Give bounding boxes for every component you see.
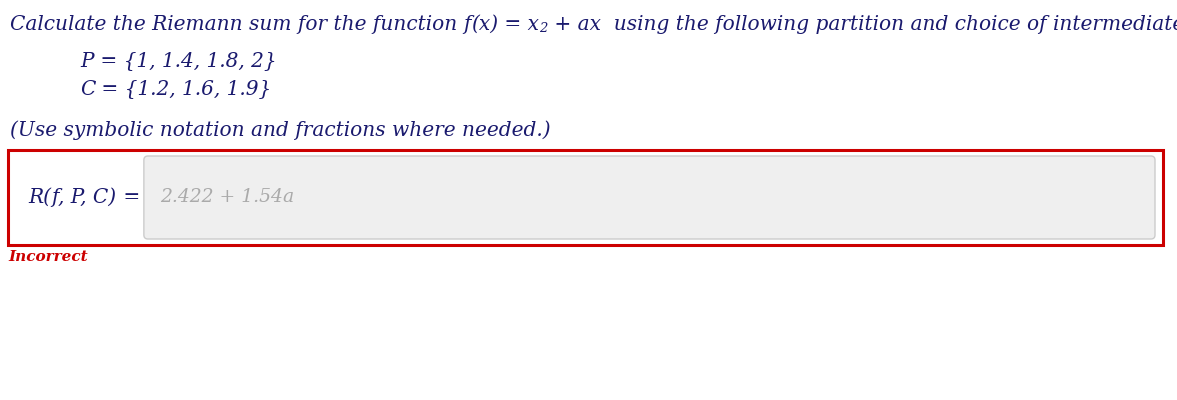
Text: C: C — [80, 80, 95, 99]
Text: Incorrect: Incorrect — [8, 250, 87, 264]
Text: = {1, 1.4, 1.8, 2}: = {1, 1.4, 1.8, 2} — [93, 52, 277, 71]
Text: (Use symbolic notation and fractions where needed.): (Use symbolic notation and fractions whe… — [9, 120, 551, 140]
Text: f: f — [51, 188, 59, 207]
Text: = {1.2, 1.6, 1.9}: = {1.2, 1.6, 1.9} — [95, 80, 272, 99]
Text: = x: = x — [498, 15, 539, 34]
Text: Calculate the Riemann sum for the function: Calculate the Riemann sum for the functi… — [9, 15, 464, 34]
Text: + ax  using the following partition and choice of intermediate points.: + ax using the following partition and c… — [547, 15, 1177, 34]
Text: 2: 2 — [539, 22, 547, 35]
Text: =: = — [117, 188, 140, 207]
Text: P: P — [80, 52, 93, 71]
Text: 2.422 + 1.54: 2.422 + 1.54 — [160, 188, 282, 206]
Text: , P, C): , P, C) — [59, 188, 117, 207]
Text: (x): (x) — [471, 15, 498, 34]
Text: R(: R( — [28, 188, 51, 207]
Bar — [8, 150, 1163, 245]
Text: f: f — [464, 15, 471, 34]
FancyBboxPatch shape — [144, 156, 1155, 239]
Text: a: a — [282, 188, 294, 206]
